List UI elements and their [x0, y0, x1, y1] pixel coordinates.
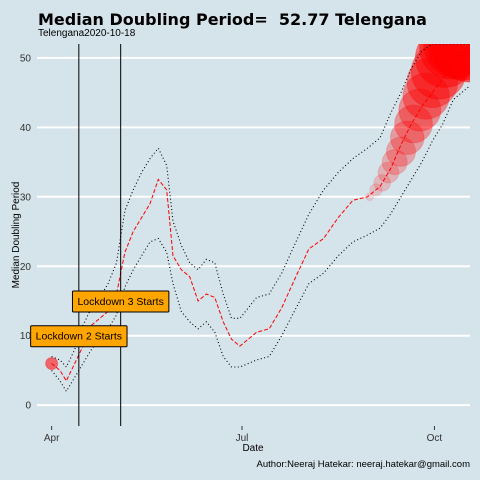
y-tick-label-40: 40 [20, 123, 32, 134]
lockdown-2-label-box [30, 325, 128, 348]
lockdown-annotations: Lockdown 2 Starts Lockdown 3 Starts [30, 290, 170, 348]
chart-subtitle: Telengana2020-10-18 [38, 28, 136, 39]
y-tick-label-0: 0 [25, 401, 31, 412]
lockdown-2-label-text: Lockdown 2 Starts [36, 331, 122, 343]
lockdown-3-label-text: Lockdown 3 Starts [77, 296, 163, 308]
plot-area [45, 44, 470, 393]
x-tick-label-jul: Jul [236, 433, 249, 444]
chart-title: Median Doubling Period= 52.77 Telengana [38, 10, 427, 29]
data-point-7 [389, 120, 425, 156]
x-tick-label-apr: Apr [44, 433, 60, 444]
y-axis-ticks: 0 10 20 30 40 50 [20, 53, 32, 411]
x-tick-label-oct: Oct [427, 433, 443, 444]
data-point-8 [394, 104, 433, 144]
x-axis-title: Date [242, 443, 264, 454]
lockdown-3-label: Lockdown 3 Starts [71, 290, 170, 313]
x-axis-ticks: Apr Jul Oct [44, 426, 443, 444]
series-line-upper [51, 44, 470, 368]
data-point-5 [381, 149, 408, 176]
data-point-3 [373, 174, 391, 192]
data-point-6 [385, 136, 417, 167]
lockdown-lines [78, 44, 122, 426]
y-tick-label-50: 50 [20, 53, 32, 64]
data-point-4 [377, 161, 400, 184]
y-axis-title: Median Doubling Period [11, 182, 22, 289]
lockdown-3-label-box [71, 290, 170, 313]
y-tick-label-10: 10 [20, 331, 32, 342]
data-point-17 [431, 44, 470, 83]
y-tick-label-30: 30 [20, 192, 32, 203]
data-point-10 [402, 72, 450, 120]
lockdown-2-label: Lockdown 2 Starts [30, 325, 128, 348]
author-credit: Author:Neeraj Hatekar: neeraj.hatekar@gm… [256, 459, 470, 470]
y-tick-label-20: 20 [20, 262, 32, 273]
